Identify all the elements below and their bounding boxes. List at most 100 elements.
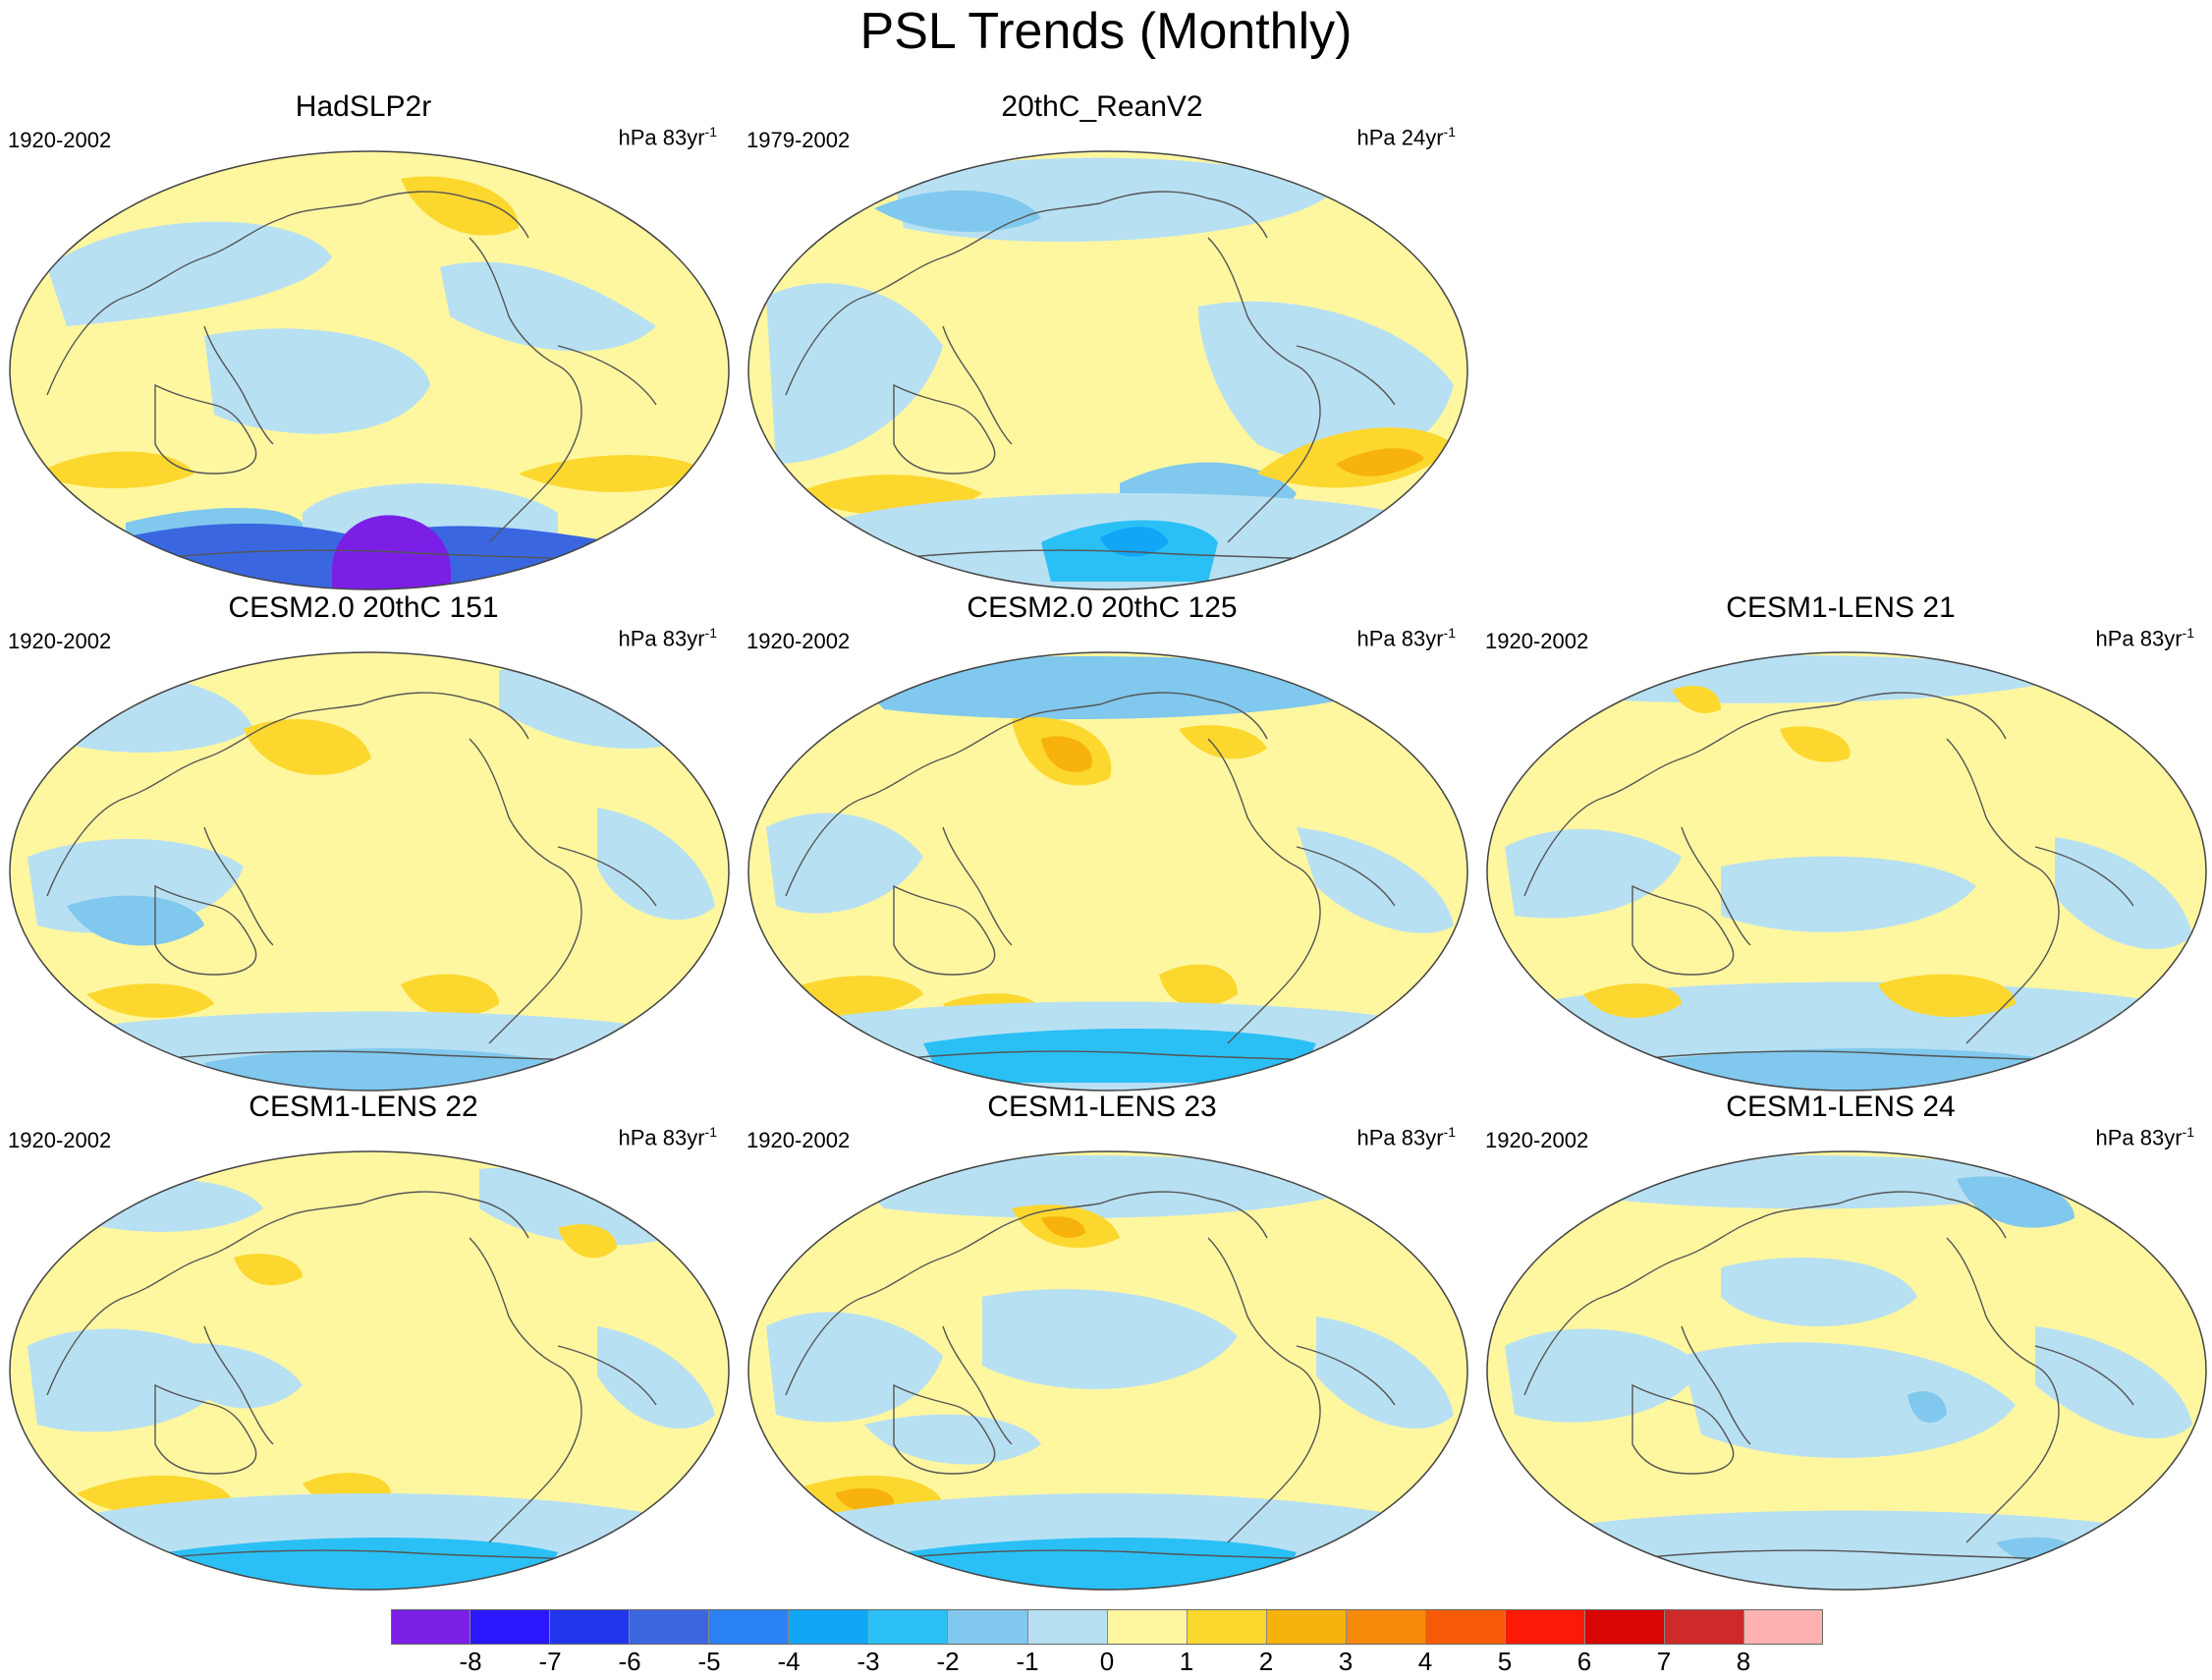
colorbar-tick-label: -1 [1016,1647,1039,1676]
colorbar-swatch [1107,1609,1188,1645]
coastline [893,884,996,976]
coastline [557,345,657,406]
trend-contour [519,455,705,492]
panel-title: CESM2.0 20thC 125 [967,591,1238,624]
trend-contour [1908,1391,1947,1424]
map-svg [9,651,730,1092]
map-svg [1486,651,2207,1092]
coastline [1296,846,1396,907]
trend-contour [766,1312,943,1423]
coastline [46,202,362,396]
map-panel: CESM1-LENS 24 1920-2002 hPa 83yr-1 [1477,1091,2207,1591]
trend-contour [597,1326,715,1429]
colorbar-tick-label: 2 [1258,1647,1274,1676]
panel-period: 1920-2002 [747,629,851,653]
panel-units: hPa 83yr-1 [1356,1124,1456,1150]
coastline [154,1383,257,1475]
panel-title: CESM1-LENS 22 [249,1091,478,1123]
panel-title: CESM1-LENS 23 [987,1091,1217,1123]
trend-contour [1682,1342,2016,1458]
coastline [46,703,362,897]
colorbar-tick-label: -2 [936,1647,960,1676]
colorbar-tick-label: 4 [1417,1647,1433,1676]
trend-contour [1336,448,1424,476]
colorbar-swatch [709,1609,790,1645]
colorbar-tick-label: -5 [697,1647,721,1676]
trend-contour [766,283,943,464]
trend-contour [1297,827,1454,933]
colorbar-swatch [550,1609,631,1645]
panel-units: hPa 24yr-1 [1356,124,1456,150]
map-panel: CESM2.0 20thC 151 1920-2002 hPa 83yr-1 [0,591,730,1092]
coastline [1681,826,1751,946]
trend-contour [1957,1176,2074,1228]
coastline [203,1325,274,1445]
panel-title: CESM1-LENS 24 [1726,1091,1956,1123]
trend-contour [67,895,204,946]
colorbar-swatch [1505,1609,1585,1645]
panel-units: hPa 83yr-1 [618,625,717,651]
figure-title: PSL Trends (Monthly) [859,3,1353,60]
trend-contour [864,1414,1041,1465]
trend-contour [1721,856,1976,932]
trend-contour [835,1487,894,1512]
colorbar-swatch [391,1609,471,1645]
panel-period: 1920-2002 [1485,1128,1589,1152]
trend-contour [244,719,371,775]
panel-units: hPa 83yr-1 [2095,1124,2194,1150]
colorbar-swatch [1027,1609,1108,1645]
panel-title: 20thC_ReanV2 [1001,90,1203,123]
colorbar-swatch [789,1609,869,1645]
trend-contour [401,974,499,1018]
coastline [1631,884,1735,976]
trend-contour [234,1254,303,1286]
trend-contour [766,812,923,914]
trend-contour [982,1289,1238,1389]
colorbar-swatch [1266,1609,1347,1645]
map-outline [9,150,730,590]
colorbar-tick-label: -3 [857,1647,880,1676]
map-svg [747,150,1468,590]
coastline [785,1203,1101,1396]
trend-contour [204,328,430,434]
coastline [360,1191,529,1239]
coastline [893,1383,996,1475]
coastline [1099,692,1268,740]
trend-contour [1721,1258,1917,1326]
panel-period: 1979-2002 [747,128,851,152]
map-svg [747,1150,1468,1591]
panel-period: 1920-2002 [8,128,112,152]
coastline [154,884,257,976]
coastline [557,846,657,907]
coastline [942,826,1013,946]
colorbar-tick-label: 3 [1338,1647,1354,1676]
colorbar-swatch [1346,1609,1426,1645]
coastline [469,237,582,543]
colorbar-tick-label: -7 [538,1647,562,1676]
panel-units: hPa 83yr-1 [2095,625,2194,651]
coastline [942,1325,1013,1445]
coastline [785,703,1101,897]
trend-contour [440,261,656,352]
map-panel: CESM1-LENS 21 1920-2002 hPa 83yr-1 [1477,591,2207,1092]
map-svg [9,150,730,590]
coastline [360,692,529,740]
colorbar-swatch [1665,1609,1745,1645]
panel-units: hPa 83yr-1 [1356,625,1456,651]
colorbar-tick-label: 5 [1497,1647,1513,1676]
coastline [1946,738,2060,1044]
colorbar-tick-label: 7 [1656,1647,1672,1676]
coastline [1946,1237,2060,1543]
coastline [1296,1345,1396,1406]
colorbar [391,1609,1824,1645]
trend-contour [1780,726,1851,762]
map-outline [1486,1150,2207,1591]
coastline [203,325,274,445]
panel-units: hPa 83yr-1 [618,124,717,150]
colorbar-swatch [1187,1609,1267,1645]
trend-contour [1316,1316,1454,1429]
colorbar-swatch [948,1609,1028,1645]
trend-contour [1179,725,1267,759]
colorbar-swatch [630,1609,710,1645]
panel-units: hPa 83yr-1 [618,1124,717,1150]
